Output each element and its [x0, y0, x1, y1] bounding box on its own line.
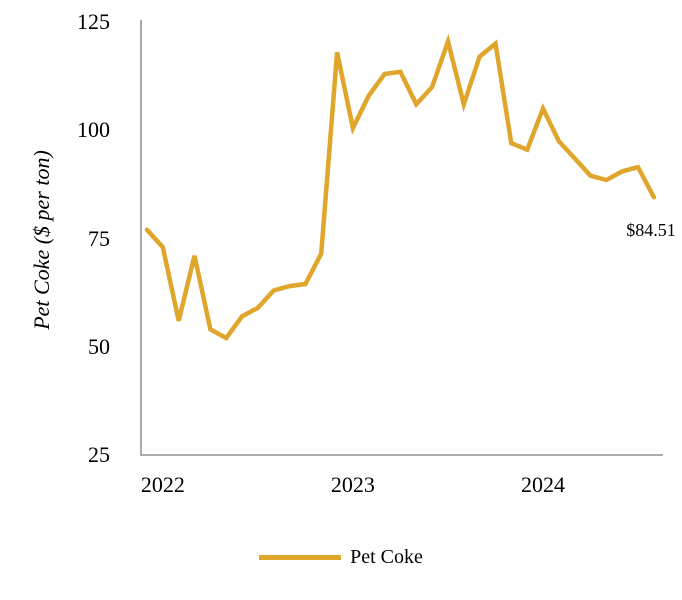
y-tick-label: 100: [77, 117, 110, 143]
y-tick-label: 75: [88, 225, 110, 251]
y-tick-label: 125: [77, 9, 110, 34]
x-tick-label: 2022: [140, 472, 185, 497]
y-tick-label: 50: [88, 333, 110, 359]
x-tick-label: 2024: [521, 472, 565, 497]
end-value-label: $84.51: [626, 220, 676, 240]
y-tick-label: 25: [88, 442, 110, 467]
legend-line-swatch: [259, 554, 342, 560]
x-tick-label: 2023: [330, 472, 375, 497]
pet-coke-line: [144, 33, 657, 342]
legend-label: Pet Coke: [350, 546, 423, 568]
legend: Pet Coke: [0, 544, 682, 570]
axis-lines: [140, 20, 663, 456]
